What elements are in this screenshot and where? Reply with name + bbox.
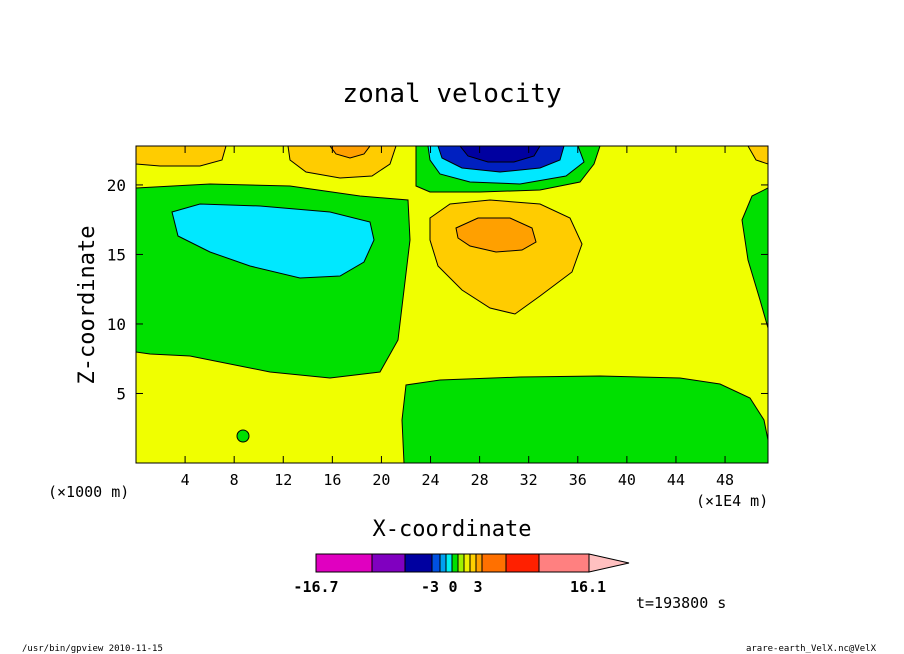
- colorbar-label: -3: [421, 578, 439, 596]
- y-tick-label: 10: [107, 315, 126, 334]
- colorbar-label: 3: [473, 578, 482, 596]
- y-tick-label: 15: [107, 245, 126, 264]
- colorbar-segment: [463, 553, 471, 573]
- x-tick-label: 20: [372, 471, 390, 489]
- x-tick-label: 40: [618, 471, 636, 489]
- x-tick-label: 44: [667, 471, 685, 489]
- footer-left: /usr/bin/gpview 2010-11-15: [22, 644, 163, 654]
- chart-title: zonal velocity: [342, 79, 561, 109]
- colorbar-label: 0: [448, 578, 457, 596]
- x-tick-label: 36: [569, 471, 587, 489]
- x-tick-label: 12: [274, 471, 292, 489]
- x-tick-label: 8: [230, 471, 239, 489]
- y-axis-label: Z-coordinate: [75, 226, 100, 385]
- x-tick-label: 32: [520, 471, 538, 489]
- colorbar-segment: [445, 553, 453, 573]
- footer-right: arare-earth_VelX.nc@VelX: [746, 644, 877, 654]
- x-tick-label: 28: [471, 471, 489, 489]
- time-label: t=193800 s: [636, 594, 726, 612]
- x-unit-right: (×1E4 m): [696, 492, 768, 510]
- plot-frame: [135, 145, 769, 464]
- x-tick-label: 4: [181, 471, 190, 489]
- colorbar-max-label: 16.1: [570, 578, 606, 596]
- y-axis-ticks: 5 10 15 20: [107, 176, 768, 403]
- colorbar-segment: [451, 553, 459, 573]
- colorbar-segment: [439, 553, 447, 573]
- colorbar-segment: [481, 553, 507, 573]
- colorbar-segment: [538, 553, 590, 573]
- y-tick-label: 5: [116, 384, 126, 403]
- plot-area: [135, 145, 769, 464]
- colorbar-segment: [505, 553, 540, 573]
- x-tick-label: 48: [716, 471, 734, 489]
- colorbar-segment: [469, 553, 477, 573]
- x-tick-label: 16: [323, 471, 341, 489]
- contour-top-mid-orange-core: [329, 146, 371, 159]
- colorbar: [315, 553, 630, 573]
- contour-top-left-orange: [136, 146, 227, 167]
- colorbar-segment: [404, 553, 433, 573]
- colorbar-min-label: -16.7: [293, 578, 338, 596]
- x-axis-ticks: 4 8 12 16 20 24 28 32 36 40 44 48: [181, 146, 734, 489]
- contour-top-mid-orange: [287, 146, 397, 179]
- x-tick-label: 24: [421, 471, 439, 489]
- contour-green-right-edge: [741, 187, 768, 329]
- y-tick-label: 20: [107, 176, 126, 195]
- contour-top-right-orange: [747, 146, 768, 165]
- contour-orange-core: [455, 217, 537, 253]
- x-unit-left: (×1000 m): [48, 483, 129, 501]
- colorbar-segment: [315, 553, 373, 573]
- x-axis-label: X-coordinate: [373, 517, 532, 542]
- colorbar-segment: [371, 553, 406, 573]
- contour-cyan-blob: [171, 203, 375, 279]
- colorbar-arrow: [588, 553, 630, 573]
- colorbar-segment: [457, 553, 465, 573]
- colorbar-segment: [475, 553, 483, 573]
- contour-speck: [236, 429, 250, 443]
- contour-green-lower-right: [401, 375, 768, 463]
- colorbar-segment: [431, 553, 441, 573]
- colorbar-labels: -3 0 3: [421, 578, 483, 596]
